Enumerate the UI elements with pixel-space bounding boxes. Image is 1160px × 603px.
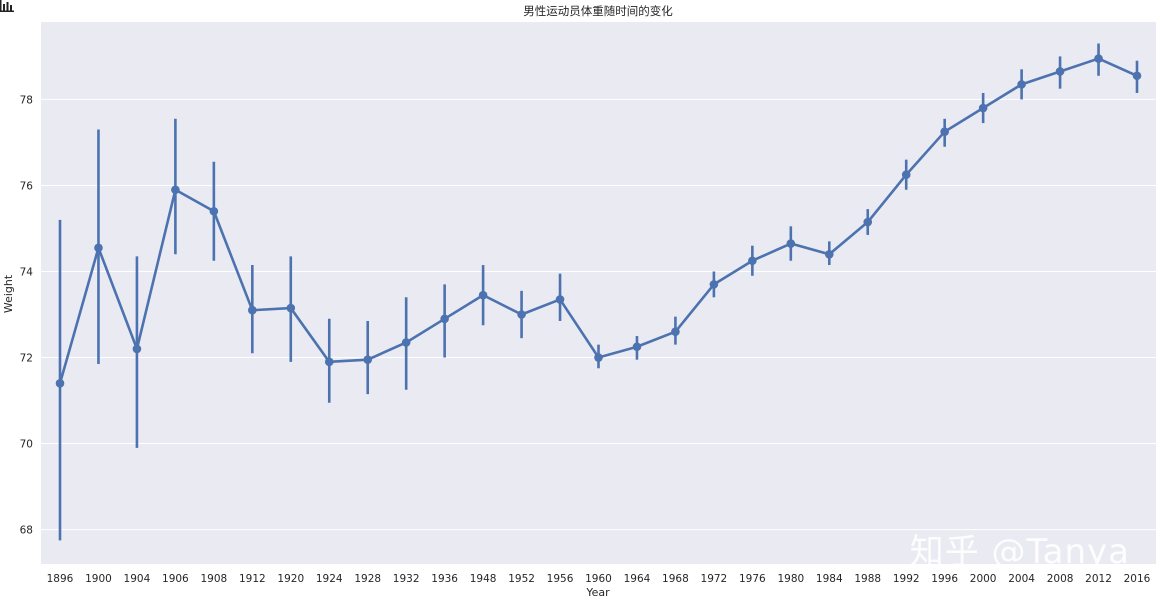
x-tick-label: 2012 xyxy=(1085,573,1112,585)
x-axis-label: Year xyxy=(585,586,610,599)
y-tick-label: 78 xyxy=(20,94,33,106)
data-point xyxy=(478,290,488,300)
x-tick-label: 1968 xyxy=(662,573,689,585)
y-tick-label: 76 xyxy=(20,180,34,192)
x-tick-label: 1992 xyxy=(893,573,920,585)
x-tick-label: 1896 xyxy=(47,573,74,585)
data-point xyxy=(132,344,142,354)
x-tick-label: 1976 xyxy=(739,573,766,585)
data-point xyxy=(1094,54,1103,63)
x-tick-label: 1980 xyxy=(777,573,804,585)
data-point xyxy=(55,379,65,388)
x-tick-label: 1932 xyxy=(393,573,420,585)
x-tick-label: 1906 xyxy=(162,573,189,585)
data-point xyxy=(594,353,603,362)
data-point xyxy=(1055,67,1065,76)
plot-area xyxy=(41,22,1156,564)
bar-chart-icon[interactable] xyxy=(0,0,14,12)
data-point xyxy=(286,303,296,313)
x-tick-label: 2016 xyxy=(1124,573,1151,585)
y-tick-label: 68 xyxy=(20,525,33,537)
data-point xyxy=(248,305,257,315)
x-tick-label: 1904 xyxy=(124,573,151,585)
data-point xyxy=(94,243,103,253)
data-point xyxy=(171,185,180,195)
y-axis-label: Weight xyxy=(2,274,15,313)
x-tick-label: 1908 xyxy=(200,573,227,585)
data-point xyxy=(1132,71,1142,81)
x-tick-label: 1924 xyxy=(316,573,343,585)
x-tick-label: 1960 xyxy=(585,573,612,585)
data-point xyxy=(209,206,219,216)
data-point xyxy=(324,357,334,367)
y-tick-label: 74 xyxy=(20,266,34,278)
data-point xyxy=(901,170,911,180)
data-point xyxy=(863,217,873,227)
chart-title: 男性运动员体重随时间的变化 xyxy=(523,4,673,18)
data-point xyxy=(748,256,757,266)
data-point xyxy=(978,103,988,113)
data-point xyxy=(440,314,449,324)
x-tick-label: 1952 xyxy=(508,573,535,585)
x-tick-label: 1920 xyxy=(277,573,304,585)
x-tick-labels: 1896 1900 1904 1906 1908 1912 1920 1924 1928 1932… xyxy=(47,573,1151,585)
x-tick-label: 1964 xyxy=(624,573,651,585)
x-tick-label: 1988 xyxy=(854,573,881,585)
data-point xyxy=(363,355,373,364)
data-point xyxy=(517,310,526,319)
data-point xyxy=(632,342,642,352)
data-point xyxy=(940,127,949,136)
x-tick-label: 2004 xyxy=(1008,573,1035,585)
data-point xyxy=(401,338,411,347)
x-tick-label: 1900 xyxy=(85,573,112,585)
x-tick-label: 1996 xyxy=(931,573,958,585)
x-tick-label: 1984 xyxy=(816,573,843,585)
data-point xyxy=(786,239,796,248)
y-tick-label: 70 xyxy=(20,439,33,451)
data-point xyxy=(671,327,680,337)
x-tick-label: 1928 xyxy=(354,573,381,585)
x-tick-label: 1956 xyxy=(547,573,574,585)
x-tick-label: 1936 xyxy=(431,573,458,585)
data-point xyxy=(555,295,565,304)
x-tick-label: 2008 xyxy=(1047,573,1074,585)
x-tick-label: 1948 xyxy=(470,573,497,585)
x-tick-label: 1972 xyxy=(701,573,728,585)
data-point xyxy=(824,249,834,259)
x-tick-label: 1912 xyxy=(239,573,266,585)
data-points xyxy=(55,54,1142,388)
y-tick-labels: 68 70 72 74 76 78 xyxy=(20,94,34,536)
grid-lines xyxy=(41,98,1156,531)
data-point xyxy=(1017,80,1026,89)
data-point xyxy=(709,280,719,289)
x-tick-label: 2000 xyxy=(970,573,997,585)
y-tick-label: 72 xyxy=(20,353,33,365)
